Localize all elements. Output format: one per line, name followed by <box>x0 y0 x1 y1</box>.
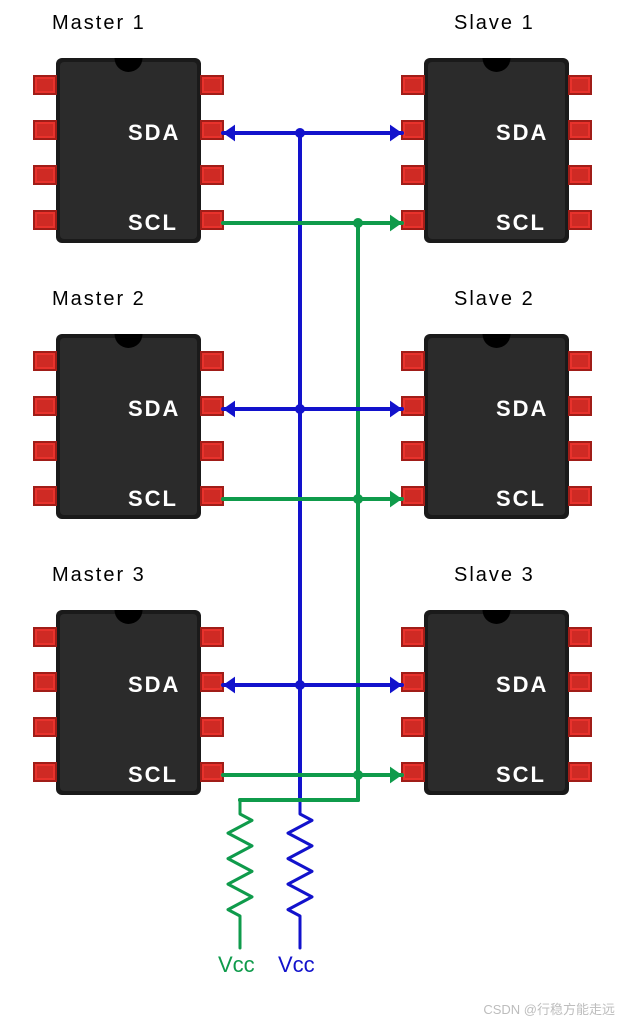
chip-label: Slave 1 <box>454 12 535 35</box>
pin-label-sda: SDA <box>128 672 180 698</box>
vcc-label-scl: Vcc <box>218 952 255 978</box>
chip-label: Slave 3 <box>454 564 535 587</box>
pin-label-sda: SDA <box>496 396 548 422</box>
pin-label-scl: SCL <box>128 210 178 236</box>
pin-label-scl: SCL <box>496 486 546 512</box>
vcc-label-sda: Vcc <box>278 952 315 978</box>
watermark: CSDN @行稳方能走远 <box>483 999 615 1018</box>
pin-label-sda: SDA <box>496 672 548 698</box>
pin-label-sda: SDA <box>128 120 180 146</box>
pin-label-scl: SCL <box>496 762 546 788</box>
pin-label-sda: SDA <box>128 396 180 422</box>
chip-label: Master 1 <box>52 12 146 35</box>
pin-label-scl: SCL <box>128 486 178 512</box>
pin-label-sda: SDA <box>496 120 548 146</box>
pin-label-scl: SCL <box>128 762 178 788</box>
pin-label-scl: SCL <box>496 210 546 236</box>
chip-label: Master 2 <box>52 288 146 311</box>
chip-label: Master 3 <box>52 564 146 587</box>
chip-label: Slave 2 <box>454 288 535 311</box>
